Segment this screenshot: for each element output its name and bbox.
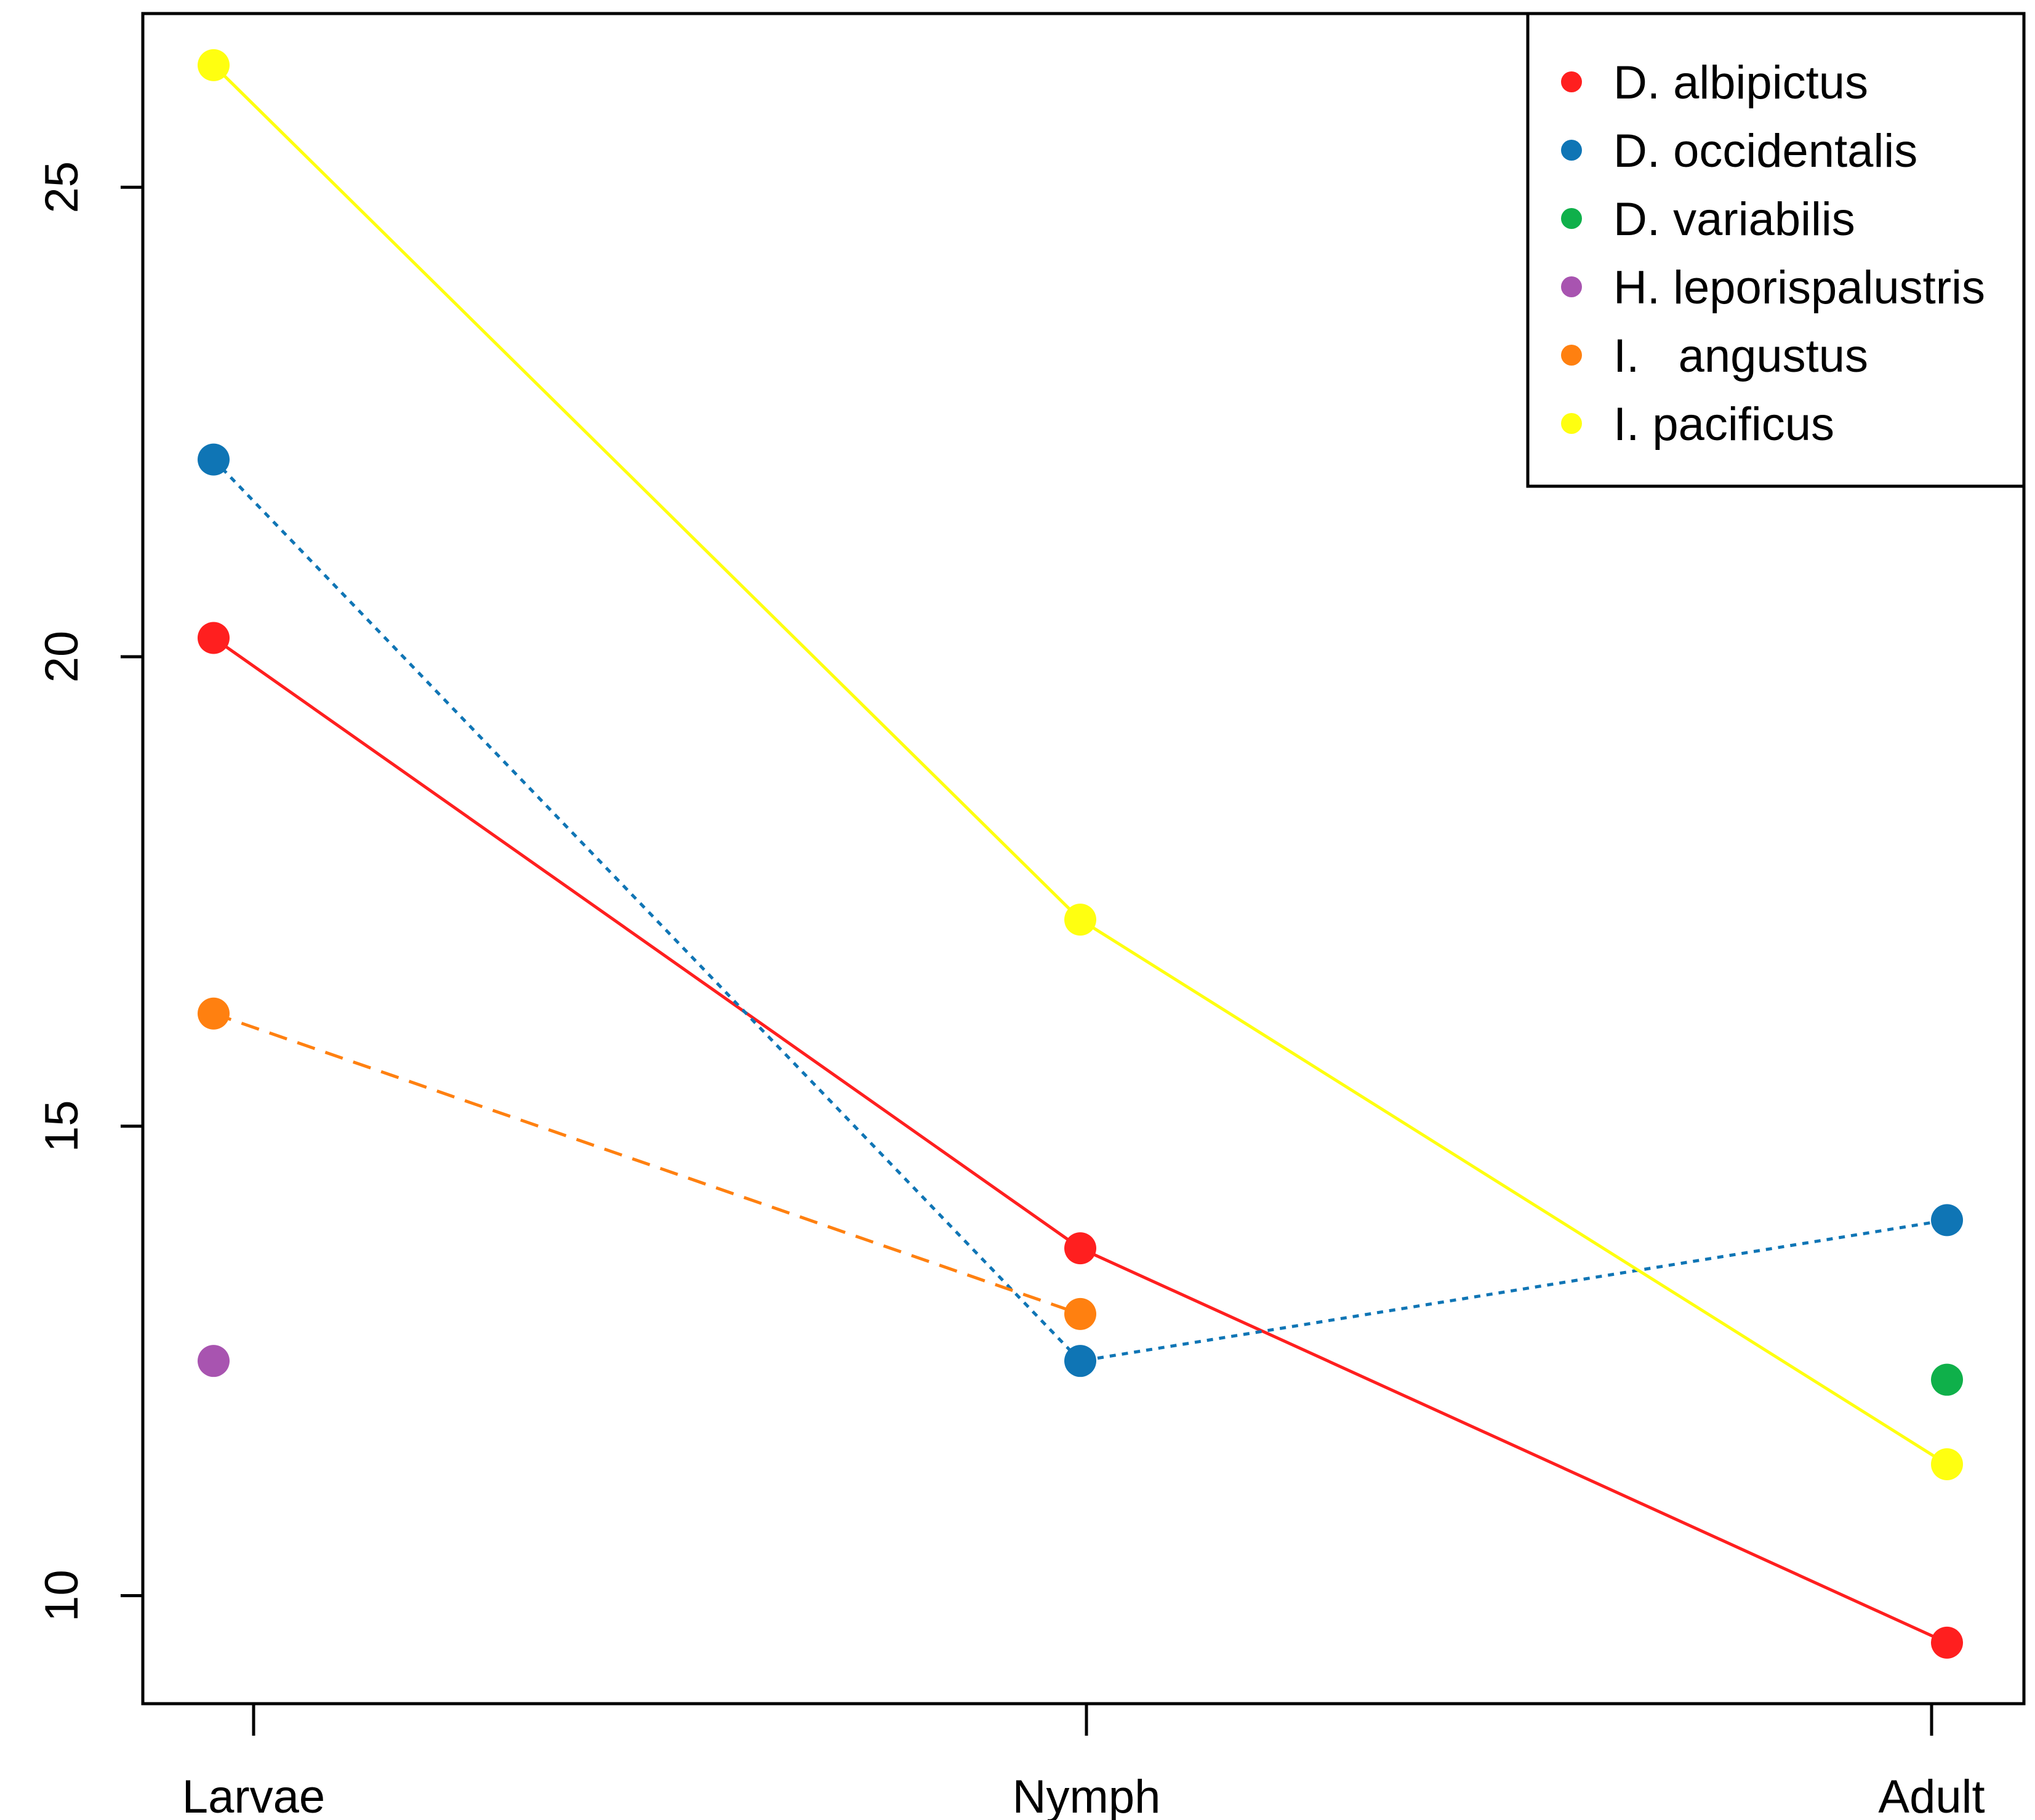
- legend-label: I. angustus: [1613, 330, 1868, 382]
- legend-marker-h-leporispalustris: [1561, 276, 1582, 297]
- series-points: [198, 49, 1963, 1659]
- y-tick-label: 25: [36, 161, 88, 214]
- data-point-d-albipictus: [1064, 1232, 1096, 1265]
- legend: D. albipictus D. occidentalis D. variabili…: [1526, 12, 2026, 488]
- legend-label: D. variabilis: [1613, 193, 1855, 246]
- y-axis: 10 15 20 25: [36, 161, 145, 1622]
- legend-marker-d-occidentalis: [1561, 140, 1582, 161]
- legend-label: D. albipictus: [1613, 57, 1868, 109]
- data-point-i-pacificus: [1064, 904, 1096, 936]
- legend-marker-d-albipictus: [1561, 71, 1582, 92]
- y-tick-label: 20: [36, 631, 88, 683]
- series-line-d-occidentalis: [212, 458, 1948, 1363]
- legend-label: D. occidentalis: [1613, 125, 1917, 177]
- legend-marker-i-angustus: [1561, 345, 1582, 366]
- y-tick-label: 15: [36, 1100, 88, 1153]
- data-point-d-albipictus: [198, 622, 230, 654]
- data-point-d-variabilis: [1931, 1363, 1963, 1396]
- data-point-h-leporispalustris: [198, 1345, 230, 1377]
- data-point-i-pacificus: [198, 49, 230, 81]
- legend-label: H. leporispalustris: [1613, 262, 1985, 314]
- legend-box: [1526, 12, 2026, 488]
- data-point-d-occidentalis: [198, 443, 230, 476]
- series-line-d-albipictus: [212, 636, 1948, 1645]
- x-axis: Larvae Nymph Adult: [182, 1702, 1985, 1820]
- data-point-d-occidentalis: [1064, 1345, 1096, 1377]
- x-tick-label: Nymph: [1013, 1771, 1161, 1820]
- x-tick-label: Larvae: [182, 1771, 325, 1820]
- legend-label: I. pacificus: [1613, 398, 1834, 451]
- data-point-d-occidentalis: [1931, 1204, 1963, 1237]
- y-tick-label: 10: [36, 1569, 88, 1622]
- data-point-d-albipictus: [1931, 1626, 1963, 1659]
- data-point-i-pacificus: [1931, 1448, 1963, 1480]
- legend-marker-d-variabilis: [1561, 208, 1582, 229]
- data-point-i-angustus: [198, 997, 230, 1030]
- x-tick-label: Adult: [1878, 1771, 1985, 1820]
- data-point-i-angustus: [1064, 1297, 1096, 1330]
- series-line-i-angustus: [213, 1012, 1081, 1316]
- legend-marker-i-pacificus: [1561, 413, 1582, 434]
